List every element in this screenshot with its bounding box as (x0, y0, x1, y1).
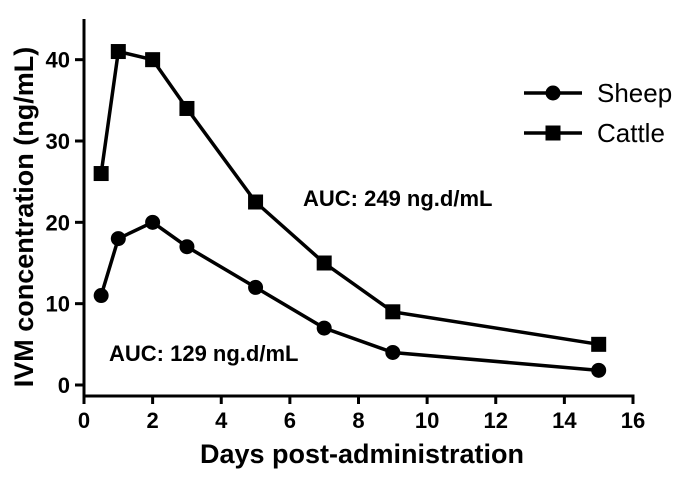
legend-label-sheep: Sheep (597, 78, 672, 108)
x-axis-title: Days post-administration (200, 439, 524, 469)
data-point-sheep (145, 214, 161, 230)
y-tick-label: 30 (46, 129, 70, 154)
data-point-cattle (385, 304, 401, 320)
data-point-sheep (179, 239, 195, 255)
x-tick-label: 4 (215, 408, 228, 433)
data-point-cattle (145, 52, 161, 68)
x-tick-label: 14 (552, 408, 577, 433)
data-point-sheep (93, 288, 109, 304)
x-tick-label: 6 (284, 408, 296, 433)
legend-marker-sheep (545, 85, 561, 101)
data-point-cattle (179, 100, 195, 116)
data-point-cattle (248, 194, 264, 210)
plot-area (93, 44, 607, 378)
x-ticks: 0 2 4 6 8 10 12 14 16 (78, 396, 645, 433)
legend-entry-sheep: Sheep (524, 78, 672, 108)
x-tick-label: 8 (352, 408, 364, 433)
x-tick-label: 2 (147, 408, 159, 433)
data-point-cattle (316, 255, 332, 271)
data-point-sheep (385, 344, 401, 360)
data-point-sheep (248, 279, 264, 295)
y-tick-label: 20 (46, 210, 70, 235)
y-tick-label: 10 (46, 292, 70, 317)
data-point-sheep (591, 362, 607, 378)
series-cattle (93, 44, 607, 352)
data-point-cattle (591, 336, 607, 352)
series-sheep (93, 214, 607, 378)
x-tick-label: 10 (415, 408, 439, 433)
legend-entry-cattle: Cattle (524, 118, 665, 148)
annotation-cattle-auc: AUC: 249 ng.d/mL (303, 186, 492, 211)
data-point-sheep (110, 231, 126, 247)
x-tick-label: 0 (78, 408, 90, 433)
y-ticks: 0 10 20 30 40 (46, 48, 84, 398)
legend-label-cattle: Cattle (597, 118, 665, 148)
legend-marker-cattle (545, 125, 561, 141)
y-tick-label: 40 (46, 48, 70, 73)
annotation-sheep-auc: AUC: 129 ng.d/mL (109, 341, 298, 366)
y-tick-label: 0 (58, 373, 70, 398)
legend: Sheep Cattle (524, 78, 672, 148)
y-axis-title: IVM concentration (ng/mL) (9, 47, 39, 388)
x-tick-label: 16 (621, 408, 645, 433)
data-point-sheep (316, 320, 332, 336)
data-point-cattle (93, 166, 109, 182)
x-tick-label: 12 (484, 408, 508, 433)
data-point-cattle (110, 44, 126, 60)
